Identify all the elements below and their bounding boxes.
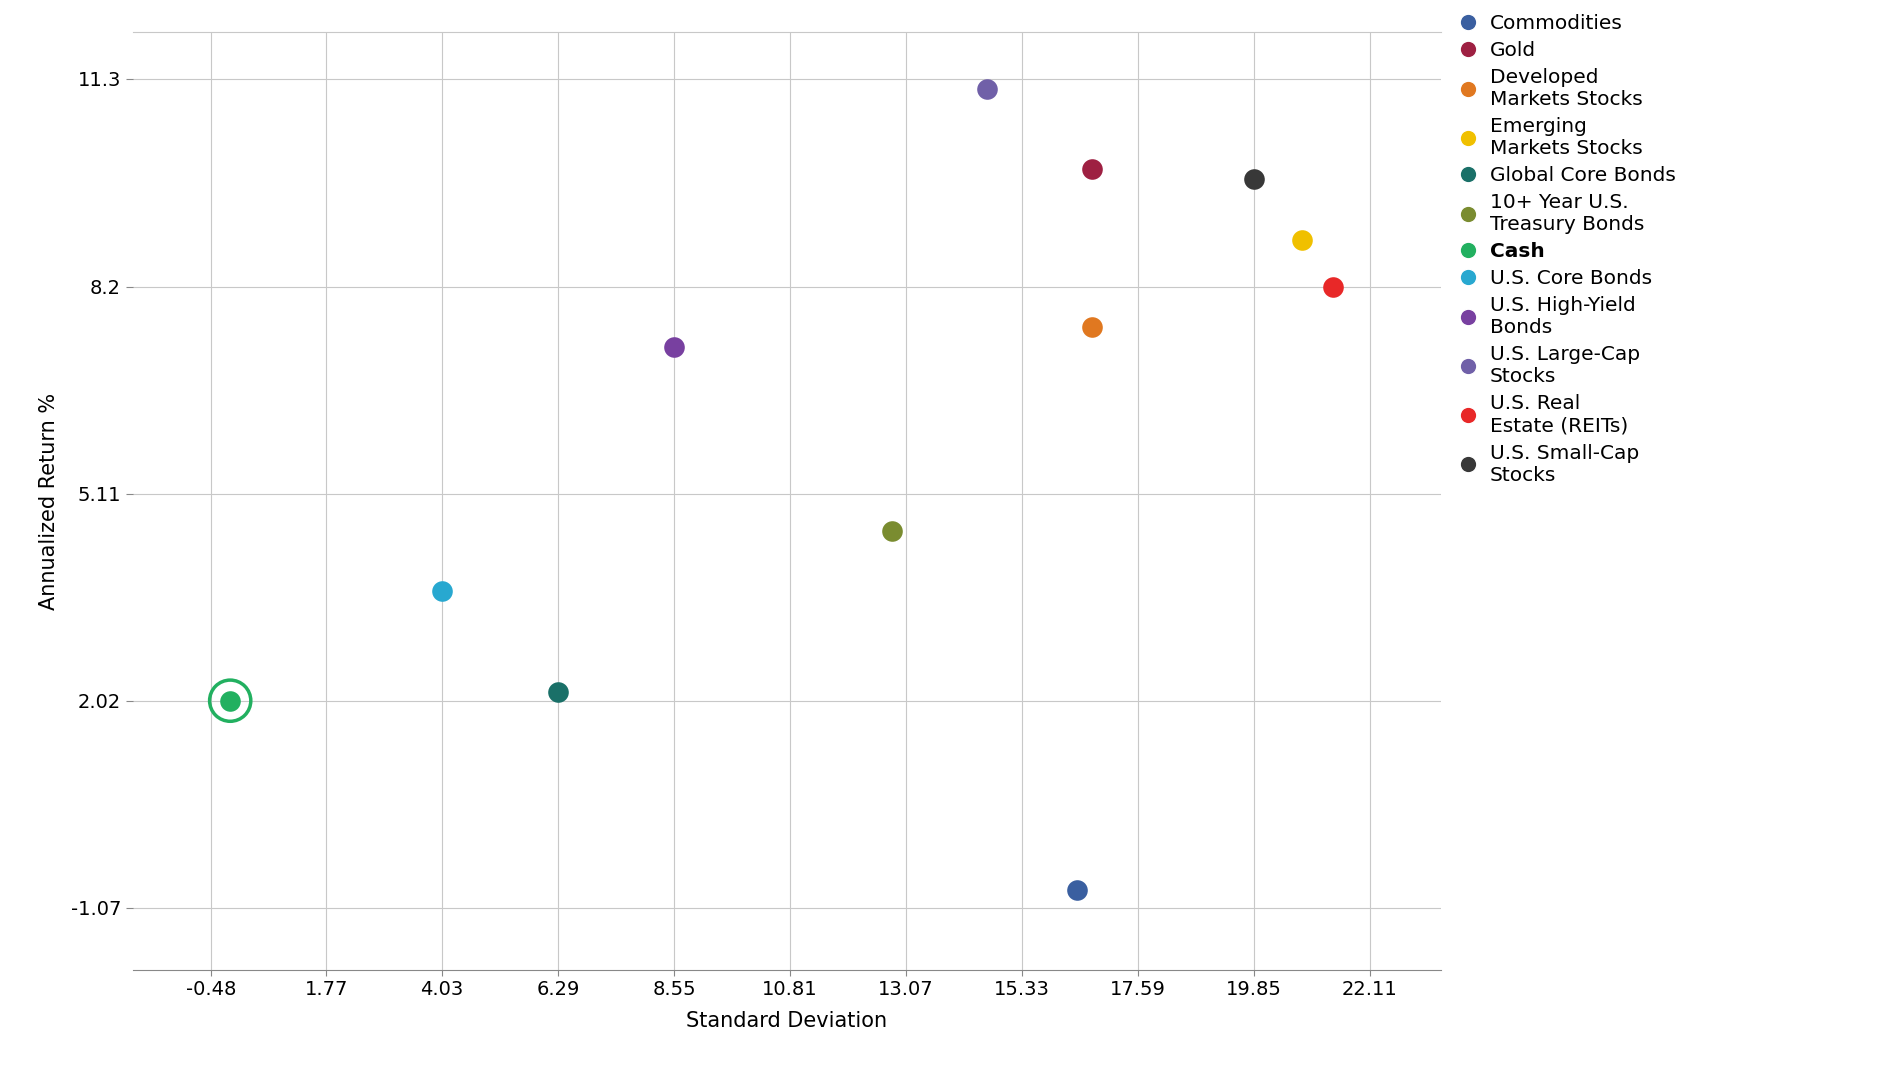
Point <box>1062 882 1092 899</box>
Point <box>1287 231 1318 248</box>
Point <box>542 683 573 700</box>
Legend: Commodities, Gold, Developed
Markets Stocks, Emerging
Markets Stocks, Global Cor: Commodities, Gold, Developed Markets Sto… <box>1458 14 1676 485</box>
Point <box>973 80 1003 97</box>
Point <box>876 522 906 539</box>
Point <box>1238 171 1268 188</box>
Y-axis label: Annualized Return %: Annualized Return % <box>40 392 59 610</box>
Point <box>1077 319 1107 336</box>
Point <box>658 338 688 355</box>
Point <box>427 583 457 600</box>
X-axis label: Standard Deviation: Standard Deviation <box>686 1011 887 1031</box>
Point <box>1077 161 1107 178</box>
Point <box>1318 278 1348 295</box>
Point <box>214 692 245 709</box>
Point <box>214 692 245 709</box>
